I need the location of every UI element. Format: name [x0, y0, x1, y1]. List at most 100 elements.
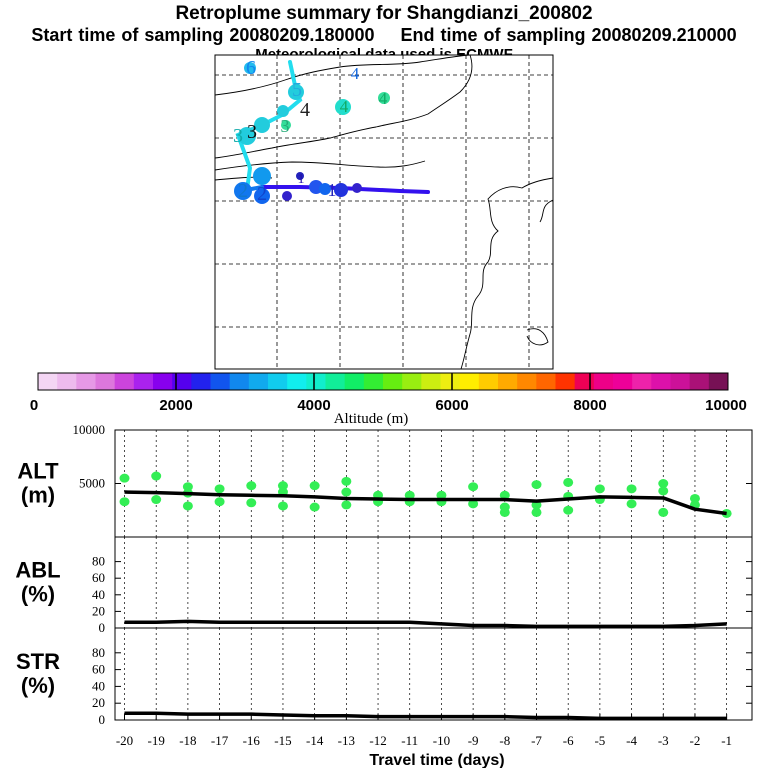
panel-ylabel: ABL [15, 558, 60, 583]
colorbar-tick-label: 2000 [159, 397, 192, 414]
trajectory-point [238, 127, 256, 145]
y-tick-label: 80 [92, 554, 105, 569]
altitude-dot [499, 507, 510, 517]
y-tick-label: 80 [92, 645, 105, 660]
x-tick-label: -11 [401, 733, 418, 748]
altitude-dot [277, 501, 288, 511]
trajectory-markers: 6 454 4 43 3 32 211 [233, 57, 390, 205]
y-tick-label: 10000 [73, 422, 106, 437]
colorbar-swatch [57, 373, 77, 390]
colorbar-tick-label: 6000 [435, 397, 468, 414]
panel-frame [114, 536, 753, 629]
trajectory-point [277, 105, 289, 117]
trajectory-point [282, 191, 292, 201]
colorbar-swatch [306, 373, 326, 390]
y-tick-label: 0 [99, 712, 106, 727]
altitude-dot [563, 505, 574, 515]
x-axis-label: Travel time (days) [369, 752, 504, 768]
altitude-dot [309, 481, 320, 491]
altitude-dot [468, 482, 479, 492]
colorbar-swatch [383, 373, 403, 390]
altitude-dot [277, 481, 288, 491]
x-tick-label: -17 [211, 733, 229, 748]
trajectory-point [244, 62, 256, 74]
x-tick-label: -8 [499, 733, 510, 748]
trajectory-map: 6 454 4 43 3 32 211 [214, 54, 554, 370]
trajectory-point [281, 120, 291, 130]
trajectory-point [234, 182, 252, 200]
y-tick-label: 20 [92, 603, 105, 618]
colorbar-swatch [133, 373, 154, 390]
colorbar-tick-label: 8000 [573, 397, 606, 414]
altitude-dot [658, 486, 669, 496]
day-label: 1 [328, 180, 337, 200]
x-tick-label: -2 [690, 733, 701, 748]
day-label: 2 [257, 183, 267, 205]
colorbar-swatch [191, 373, 211, 390]
altitude-dot [689, 493, 700, 503]
trajectory-point [335, 99, 351, 115]
colorbar-swatch [593, 373, 614, 390]
colorbar-swatch [689, 373, 710, 390]
altitude-dot [594, 484, 605, 494]
x-tick-label: -10 [433, 733, 450, 748]
x-tick-label: -16 [243, 733, 261, 748]
colorbar-tick-label: 4000 [297, 397, 330, 414]
map-graticule [215, 55, 553, 369]
colorbar-swatch [459, 373, 480, 390]
panel-frame [114, 627, 753, 721]
altitude-dot [499, 490, 510, 500]
altitude-dot [214, 484, 225, 494]
altitude-colorbar: 0 2000 4000 6000 8000 10000 [30, 372, 747, 414]
day-label: 6 [246, 57, 256, 79]
colorbar-swatch [517, 373, 537, 390]
colorbar-swatch [248, 373, 269, 390]
trajectory-point [288, 84, 304, 100]
x-tick-label: -18 [179, 733, 196, 748]
series-line [124, 711, 727, 721]
altitude-dot [531, 507, 542, 517]
altitude-dot [658, 479, 669, 488]
altitude-dot [531, 480, 542, 490]
start-time-label: Start time of sampling 20080209.180000 [31, 25, 375, 45]
y-tick-label: 0 [99, 620, 106, 635]
altitude-dot [119, 497, 130, 507]
day-label: 3 [247, 121, 257, 143]
y-tick-label: 40 [92, 678, 105, 693]
sampling-time-line: Start time of sampling 20080209.180000 En… [0, 26, 768, 44]
altitude-dot [182, 482, 193, 492]
altitude-dot [309, 502, 320, 512]
colorbar-swatch [172, 373, 192, 390]
panel-ylabel: (m) [21, 483, 55, 508]
map-frame [214, 54, 554, 370]
colorbar-swatch [363, 373, 384, 390]
y-tick-label: 40 [92, 587, 105, 602]
day-label: 4 [340, 97, 349, 116]
altitude-dot [214, 497, 225, 507]
y-tick-label: 60 [92, 662, 105, 677]
map-coastlines [214, 54, 554, 370]
x-tick-label: -20 [116, 733, 133, 748]
altitude-dot [341, 487, 352, 497]
altitude-dot [341, 500, 352, 510]
time-series-panels: 100005000ALT(m)806040200ABL(%)806040200S… [15, 422, 753, 748]
panel-frame [114, 429, 753, 538]
x-tick-label: -9 [468, 733, 479, 748]
x-tick-label: -14 [306, 733, 324, 748]
colorbar-tick-label: 0 [30, 397, 38, 414]
altitude-dot [404, 490, 415, 500]
colorbar-frame [37, 372, 729, 391]
colorbar-swatch [38, 373, 58, 390]
trajectory-point [319, 183, 331, 195]
colorbar-swatch [153, 373, 173, 390]
day-label: 5 [292, 79, 302, 101]
altitude-dot [246, 498, 257, 508]
x-tick-label: -5 [594, 733, 605, 748]
colorbar-swatch [76, 373, 96, 390]
altitude-dot [182, 501, 193, 511]
colorbar-swatch [478, 373, 499, 390]
colorbar-swatch [555, 373, 576, 390]
altitude-dot [341, 476, 352, 486]
colorbar-swatch [210, 373, 231, 390]
